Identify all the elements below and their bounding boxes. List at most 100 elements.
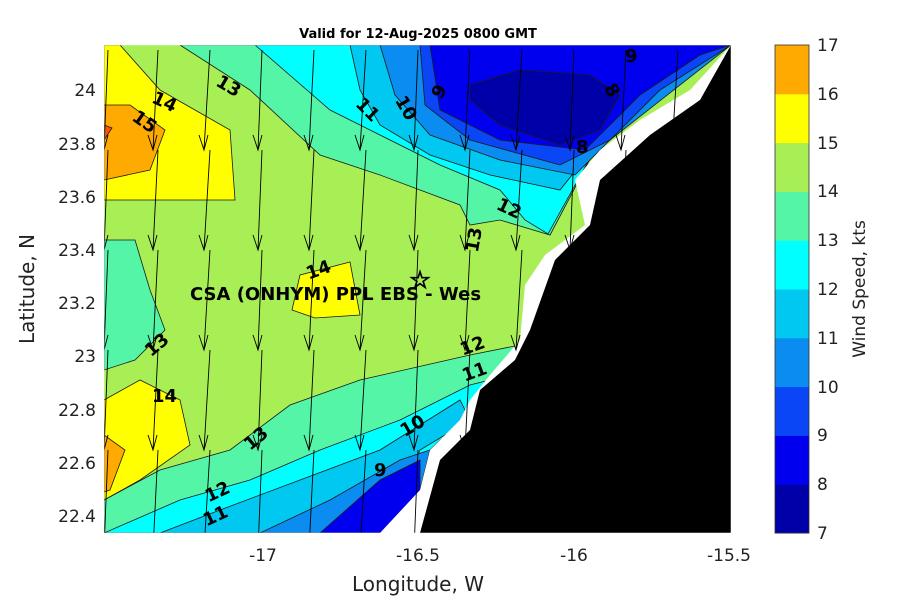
colorbar-tick: 10 — [817, 378, 839, 398]
band-15-16-sw — [104, 434, 126, 493]
wind-arrow — [459, 249, 471, 352]
x-tick-label: -17 — [249, 546, 277, 566]
contour-label: 13 — [462, 226, 487, 254]
map-plot-area: 14 13 15 11 10 9 8 9 8 12 13 14 13 12 11… — [104, 45, 731, 533]
colorbar-frame — [774, 44, 810, 534]
wind-arrow — [198, 349, 211, 452]
wind-arrow — [564, 49, 575, 152]
wind-arrow — [354, 249, 367, 352]
wind-arrow — [303, 249, 315, 352]
wind-arrow — [252, 249, 263, 352]
band-14-15-center — [291, 261, 361, 319]
wind-arrow — [564, 149, 575, 252]
colorbar-swatch — [775, 240, 809, 290]
x-axis-label: Longitude, W — [352, 572, 484, 596]
wind-arrow — [104, 449, 109, 533]
colorbar-swatch — [775, 142, 809, 192]
x-tick-label: -16.5 — [396, 546, 440, 566]
colorbar-tick: 16 — [817, 85, 839, 105]
wind-arrow — [570, 449, 575, 533]
wind-arrow — [204, 449, 211, 533]
colorbar-tick: 14 — [817, 182, 839, 202]
colorbar-swatch — [775, 191, 809, 241]
wind-arrow — [414, 449, 419, 533]
wind-arrow — [615, 349, 627, 452]
wind-arrow — [459, 349, 471, 452]
x-tick-label: -15.5 — [707, 546, 751, 566]
colorbar-swatches — [775, 45, 809, 534]
colorbar-swatch — [775, 45, 809, 95]
band-8-9-south — [319, 459, 421, 533]
site-star-icon: ☆ — [409, 266, 431, 294]
wind-arrow — [303, 149, 315, 252]
wind-arrow — [147, 49, 159, 152]
colorbar-tick: 13 — [817, 231, 839, 251]
colorbar-swatch — [775, 484, 809, 534]
y-tick-label: 22.6 — [58, 454, 96, 474]
wind-arrow — [621, 449, 627, 533]
wind-arrow — [104, 149, 109, 252]
wind-arrow — [666, 49, 679, 152]
plot-title: Valid for 12-Aug-2025 0800 GMT — [299, 27, 537, 42]
colorbar-tick: 7 — [817, 524, 828, 544]
contour-label: 14 — [152, 386, 177, 407]
wind-arrow — [465, 449, 471, 533]
x-axis: -17 -16.5 -16 -15.5 Longitude, W — [249, 546, 751, 596]
colorbar-swatch — [775, 435, 809, 485]
wind-arrow — [198, 149, 211, 252]
wind-arrow — [510, 49, 523, 152]
wind-arrow — [615, 149, 627, 252]
wind-arrow — [198, 249, 211, 352]
wind-arrow — [666, 249, 679, 352]
y-tick-label: 24 — [74, 81, 96, 101]
wind-arrow — [615, 49, 627, 152]
y-tick-label: 22.4 — [58, 507, 96, 527]
wind-arrow — [252, 349, 263, 452]
contour-label: 9 — [625, 46, 638, 67]
wind-arrow — [510, 349, 523, 452]
site-label: CSA (ONHYM) PPL EBS - Wes — [190, 284, 481, 305]
band-7 — [469, 69, 621, 146]
contour-label: 8 — [576, 137, 589, 158]
wind-arrow — [258, 449, 263, 533]
wind-vector-field — [104, 49, 679, 533]
wind-arrow — [354, 149, 367, 252]
wind-arrow — [252, 49, 263, 152]
colorbar-tick: 15 — [817, 134, 839, 154]
land-mass — [420, 45, 731, 533]
wind-arrow — [147, 149, 159, 252]
colorbar-tick: 12 — [817, 280, 839, 300]
wind-arrow — [666, 149, 679, 252]
colorbar-swatch — [775, 289, 809, 339]
y-tick-label: 23.2 — [58, 294, 96, 314]
wind-arrow — [147, 249, 159, 352]
wind-arrow — [104, 349, 109, 452]
wind-arrow — [408, 349, 419, 452]
band-12-13-w — [104, 239, 166, 371]
wind-arrow — [564, 249, 575, 352]
plot-frame — [103, 44, 732, 534]
wind-arrow — [564, 349, 575, 452]
y-tick-label: 22.8 — [58, 401, 96, 421]
colorbar-swatch — [775, 337, 809, 388]
colorbar-tick: 8 — [817, 475, 828, 495]
wind-arrow — [459, 49, 471, 152]
wind-arrow — [408, 249, 419, 352]
y-tick-label: 23.8 — [58, 135, 96, 155]
wind-arrow — [516, 449, 523, 533]
wind-arrow — [672, 449, 679, 533]
wind-arrow — [510, 149, 523, 252]
y-axis: 24 23.8 23.6 23.4 23.2 23 22.8 22.6 22.4… — [15, 81, 96, 527]
wind-arrow — [615, 249, 627, 352]
x-tick-label: -16 — [560, 546, 588, 566]
colorbar-swatch — [775, 386, 809, 436]
wind-arrow — [153, 449, 159, 533]
colorbar-label: Wind Speed, kts — [850, 220, 870, 358]
colorbar-tick: 9 — [817, 426, 828, 446]
wind-arrow — [510, 249, 523, 352]
wind-arrow — [303, 49, 315, 152]
colorbar-tick: 17 — [817, 36, 839, 56]
y-tick-label: 23 — [74, 347, 96, 367]
band-16-17-nw — [104, 124, 113, 141]
